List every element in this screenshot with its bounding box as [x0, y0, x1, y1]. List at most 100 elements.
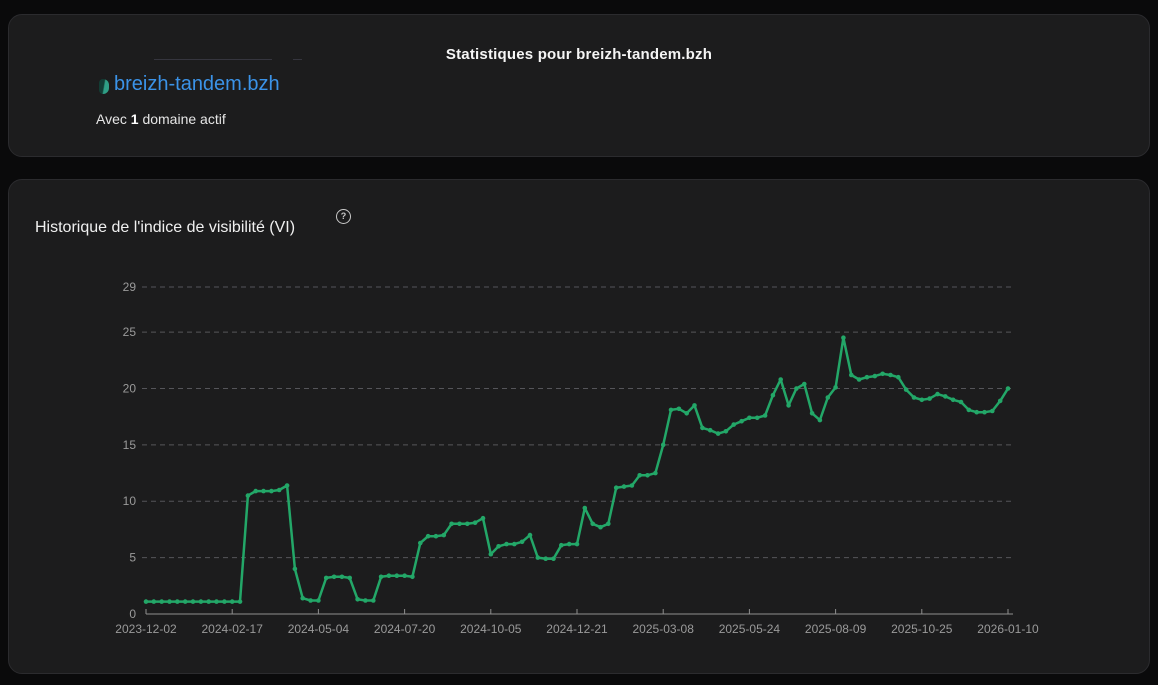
vi-data-point [645, 473, 650, 478]
x-axis-tick-label: 2024-12-21 [546, 622, 608, 636]
vi-data-point [300, 595, 306, 601]
vi-data-point [394, 573, 400, 578]
vi-data-point [214, 599, 219, 604]
vi-data-point [543, 556, 548, 561]
vi-data-point [590, 521, 595, 527]
page-title: Statistiques pour breizh-tandem.bzh [445, 46, 713, 63]
vi-data-point [480, 515, 486, 521]
subtitle-prefix: Avec [96, 111, 131, 127]
vi-data-point [935, 391, 940, 397]
vi-data-point [958, 399, 964, 405]
vi-data-point [527, 532, 533, 538]
vi-data-point [676, 406, 682, 412]
vi-data-point [253, 488, 258, 494]
vi-data-point [402, 573, 407, 578]
vi-data-point [143, 599, 149, 604]
y-axis-tick-label: 15 [123, 438, 137, 452]
subtitle-suffix: domaine actif [138, 111, 226, 127]
faint-divider-segment [293, 59, 302, 60]
y-axis-tick-label: 25 [123, 325, 137, 339]
vi-data-point [974, 409, 979, 415]
x-axis-tick-label: 2026-01-10 [977, 622, 1039, 636]
y-axis-tick-label: 29 [123, 280, 137, 294]
vi-data-point [159, 599, 164, 604]
vi-data-point [331, 574, 337, 580]
vi-data-point [535, 555, 541, 560]
vi-data-point [245, 493, 251, 498]
vi-data-point [833, 385, 838, 390]
vi-data-point [754, 415, 760, 421]
vi-data-point [825, 395, 831, 400]
vi-series-line [144, 336, 1010, 603]
vi-data-point [378, 574, 384, 580]
vi-data-point [621, 484, 627, 489]
vi-data-point [182, 599, 188, 604]
x-axis-tick-label: 2025-10-25 [891, 622, 953, 636]
vi-data-point [849, 372, 854, 378]
vi-data-point [707, 427, 713, 433]
x-axis-tick-label: 2025-03-08 [633, 622, 695, 636]
vi-data-point [410, 574, 415, 580]
vi-data-point [504, 541, 509, 547]
vi-data-point [441, 532, 447, 538]
vi-data-point [425, 533, 431, 539]
y-axis-tick-label: 0 [129, 607, 136, 621]
active-domains-text: Avec 1 domaine actif [96, 111, 226, 127]
vi-data-point [653, 470, 658, 476]
domain-link[interactable]: breizh-tandem.bzh [114, 73, 280, 95]
vi-data-point [488, 551, 494, 557]
vi-data-point [449, 521, 454, 527]
vi-data-point [802, 381, 807, 387]
vi-data-point [888, 372, 893, 378]
vi-data-point [747, 415, 752, 421]
vi-data-point [386, 573, 392, 578]
vi-data-point [363, 598, 368, 603]
faint-divider [154, 59, 272, 60]
vi-data-point [919, 397, 925, 403]
vi-data-point [794, 386, 799, 391]
y-axis-tick-label: 20 [123, 381, 137, 395]
vi-data-point [778, 377, 783, 382]
vi-data-point [574, 541, 580, 547]
x-axis-tick-label: 2023-12-02 [115, 622, 177, 636]
chart-title: Historique de l'indice de visibilité (VI… [35, 219, 296, 236]
vi-data-point [276, 487, 282, 493]
vi-data-point [472, 520, 478, 525]
x-axis-tick-label: 2024-10-05 [460, 622, 522, 636]
vi-data-point [927, 396, 932, 401]
vi-data-point [903, 387, 909, 392]
vi-data-point [418, 540, 423, 546]
vi-data-point [950, 397, 956, 403]
vi-data-point [856, 377, 862, 382]
vi-data-point [519, 539, 525, 545]
vi-data-point [668, 407, 674, 413]
vi-line-chart[interactable]: 0 5 10 15 20 25 29 2023-12-02 2024-02-17 2024-05-… [9, 180, 1151, 675]
vi-data-point [496, 544, 501, 549]
vi-data-point [990, 408, 995, 414]
vi-data-point [175, 599, 180, 604]
vi-data-point [261, 488, 266, 494]
vi-data-point [206, 599, 211, 604]
vi-data-point [911, 395, 917, 400]
vi-data-point [559, 542, 564, 548]
vi-data-point [997, 398, 1003, 404]
vi-data-point [512, 541, 517, 547]
vi-data-point [629, 483, 635, 488]
vi-data-point [551, 556, 556, 561]
vi-data-point [660, 442, 666, 448]
vi-data-point [598, 524, 603, 530]
vi-data-point [880, 371, 885, 377]
vi-data-point [872, 373, 878, 379]
help-icon[interactable]: ? [336, 209, 351, 224]
vi-data-point [613, 485, 619, 491]
visibility-chart-card: Historique de l'indice de visibilité (VI… [8, 179, 1150, 674]
vi-data-point [308, 598, 313, 603]
vi-data-point [896, 374, 901, 380]
x-axis-tick-label: 2024-02-17 [202, 622, 264, 636]
vi-data-point [809, 411, 815, 416]
vi-data-point [198, 599, 204, 604]
vi-data-point [229, 599, 235, 604]
vi-data-point [355, 597, 360, 602]
vi-data-point [1005, 386, 1011, 391]
x-axis-tick-label: 2025-08-09 [805, 622, 867, 636]
